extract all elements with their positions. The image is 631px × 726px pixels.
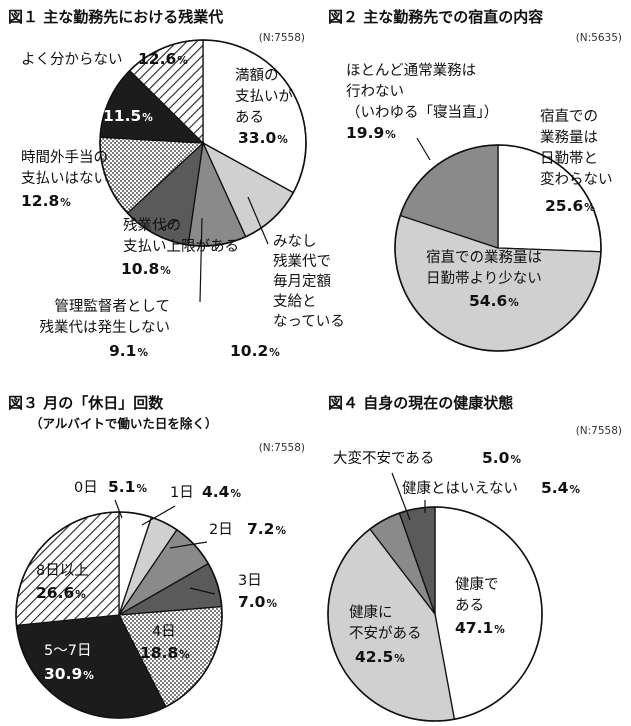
slice-label-4-4-line-1: 健康とはいえない	[402, 480, 518, 497]
chart-4-slices	[327, 506, 543, 722]
pie-outline-4	[327, 506, 543, 722]
leader-line-2-3	[416, 137, 431, 161]
slice-label-2-3-line-1: ほとんど通常業務は	[346, 62, 476, 79]
chart-2-sample-size: (N:5635)	[576, 32, 622, 44]
leader-line-1-4	[157, 219, 179, 231]
slice-label-1-4-line-1: 残業代の	[123, 217, 181, 234]
slice-value-3-5: 18.8%	[140, 644, 190, 662]
leader-line-1-2	[247, 196, 269, 245]
slice-value-1-1: 33.0%	[238, 129, 288, 147]
slice-label-1-6-line-2: 原則なし	[21, 108, 79, 125]
slice-label-1-2-line-4: 支給と	[273, 293, 317, 310]
chart-3-sample-size: (N:7558)	[259, 442, 305, 454]
slice-label-1-3-line-1: 管理監督者として	[54, 298, 170, 315]
slice-value-1-6: 11.5%	[103, 107, 153, 125]
slice-value-3-3: 7.2%	[247, 520, 286, 538]
slice-value-2-3: 19.9%	[346, 124, 396, 142]
slice-value-4-4: 5.4%	[541, 479, 580, 497]
slice-label-2-2-line-2: 日勤帯より少ない	[426, 270, 542, 287]
chart-1-title: 図１ 主な勤務先における残業代	[8, 8, 223, 26]
slice-label-1-5-line-1: 時間外手当の	[21, 149, 108, 166]
pie-outline-2	[394, 144, 602, 352]
slice-label-1-1-line-3: ある	[235, 109, 264, 126]
slice-label-3-6-line-1: 5〜7日	[44, 643, 91, 659]
slice-label-4-2-line-2: 不安がある	[349, 625, 422, 642]
slice-label-2-1-line-4: 変わらない	[540, 171, 613, 188]
pie-outline-1	[99, 39, 307, 247]
chart-3-labels: 0日 5.1% 1日 4.4% 2日 7.2% 3日 7.0% 4日 18.8% 5〜7日 30.9%…	[36, 478, 286, 683]
slice-label-4-1-line-1: 健康で	[455, 576, 499, 593]
slice-label-1-6-line-1: 時間外勤務が	[21, 87, 108, 104]
slice-value-2-1: 25.6%	[545, 197, 595, 215]
leader-line-3-4	[189, 587, 216, 595]
slice-label-1-1-line-1: 満額の	[235, 67, 279, 84]
slice-label-2-3-line-2: 行わない	[346, 83, 404, 100]
slice-value-3-6: 30.9%	[44, 665, 94, 683]
slice-label-2-1-line-3: 日勤帯と	[540, 150, 598, 167]
slice-value-1-2: 10.2%	[230, 342, 280, 360]
slice-label-3-7-line-1: 8日以上	[36, 562, 89, 579]
slice-label-3-3-line-1: 2日	[209, 522, 233, 538]
slice-label-1-7-line-1: よく分からない	[21, 51, 123, 68]
leader-line-4-3	[391, 472, 411, 521]
slice-label-1-1-line-2: 支払いが	[235, 88, 293, 105]
slice-value-3-2: 4.4%	[202, 483, 241, 501]
slice-value-1-4: 10.8%	[121, 260, 171, 278]
slice-label-1-2-line-5: なっている	[273, 313, 345, 330]
slice-value-4-1: 47.1%	[455, 619, 505, 637]
slice-label-1-2-line-3: 毎月定額	[273, 273, 331, 290]
slice-label-3-4-line-1: 3日	[238, 573, 262, 589]
pie-slice-4-1	[434, 506, 543, 720]
slice-value-3-7: 26.6%	[36, 584, 86, 602]
pie-outline-3	[15, 511, 223, 719]
slice-value-1-7: 12.6%	[138, 50, 188, 68]
slice-label-4-3-line-1: 大変不安である	[333, 450, 434, 467]
slice-label-1-3-line-2: 残業代は発生しない	[40, 319, 171, 336]
slice-value-2-2: 54.6%	[469, 292, 519, 310]
chart-2: 図２ 主な勤務先での宿直の内容 (N:5635) 宿直での業務量は日勤帯と変わら…	[328, 8, 622, 352]
slice-value-1-3: 9.1%	[109, 342, 148, 360]
slice-value-4-3: 5.0%	[482, 449, 521, 467]
chart-2-labels: 宿直での業務量は日勤帯と変わらない25.6%宿直での業務量は日勤帯より少ない54…	[346, 62, 613, 310]
slice-label-2-1-line-2: 業務量は	[540, 129, 598, 146]
leader-line-3-1	[114, 499, 123, 519]
slice-label-3-2-line-1: 1日	[170, 485, 194, 501]
chart-1-sample-size: (N:7558)	[259, 32, 305, 44]
slice-value-4-2: 42.5%	[355, 648, 405, 666]
slice-label-1-2-line-1: みなし	[273, 233, 317, 250]
slice-label-2-2-line-1: 宿直での業務量は	[426, 249, 542, 266]
chart-2-slices	[394, 144, 602, 352]
chart-3-slices	[15, 511, 223, 719]
slice-label-4-1-line-2: ある	[455, 597, 484, 614]
chart-3: 図３ 月の「休日」回数 （アルバイトで働いた日を除く） (N:7558) 0日 5…	[8, 394, 305, 719]
slice-label-1-5-line-2: 支払いはない	[21, 170, 108, 187]
leader-line-1-3	[199, 217, 203, 303]
slice-value-1-5: 12.8%	[21, 192, 71, 210]
slice-value-3-4: 7.0%	[238, 593, 277, 611]
slice-label-1-4-line-2: 支払い上限がある	[123, 238, 239, 255]
chart-3-subtitle: （アルバイトで働いた日を除く）	[30, 416, 217, 431]
slice-label-3-5-line-1: 4日	[152, 624, 176, 640]
slice-label-1-2-line-2: 残業代で	[273, 253, 331, 270]
slice-label-4-2-line-1: 健康に	[349, 604, 393, 621]
slice-label-2-1-line-1: 宿直での	[540, 108, 598, 125]
chart-4-title: 図４ 自身の現在の健康状態	[328, 394, 513, 412]
chart-2-title: 図２ 主な勤務先での宿直の内容	[328, 8, 543, 26]
leader-line-3-3	[169, 541, 208, 549]
leader-line-3-2	[141, 505, 176, 526]
chart-3-title: 図３ 月の「休日」回数	[8, 394, 164, 412]
slice-label-2-3-line-3: （いわゆる「寝当直」）	[346, 103, 498, 121]
chart-1-slices	[99, 39, 307, 247]
slice-label-3-1-line-1: 0日	[74, 480, 98, 496]
chart-4-sample-size: (N:7558)	[576, 425, 622, 437]
slice-value-3-1: 5.1%	[108, 478, 147, 496]
